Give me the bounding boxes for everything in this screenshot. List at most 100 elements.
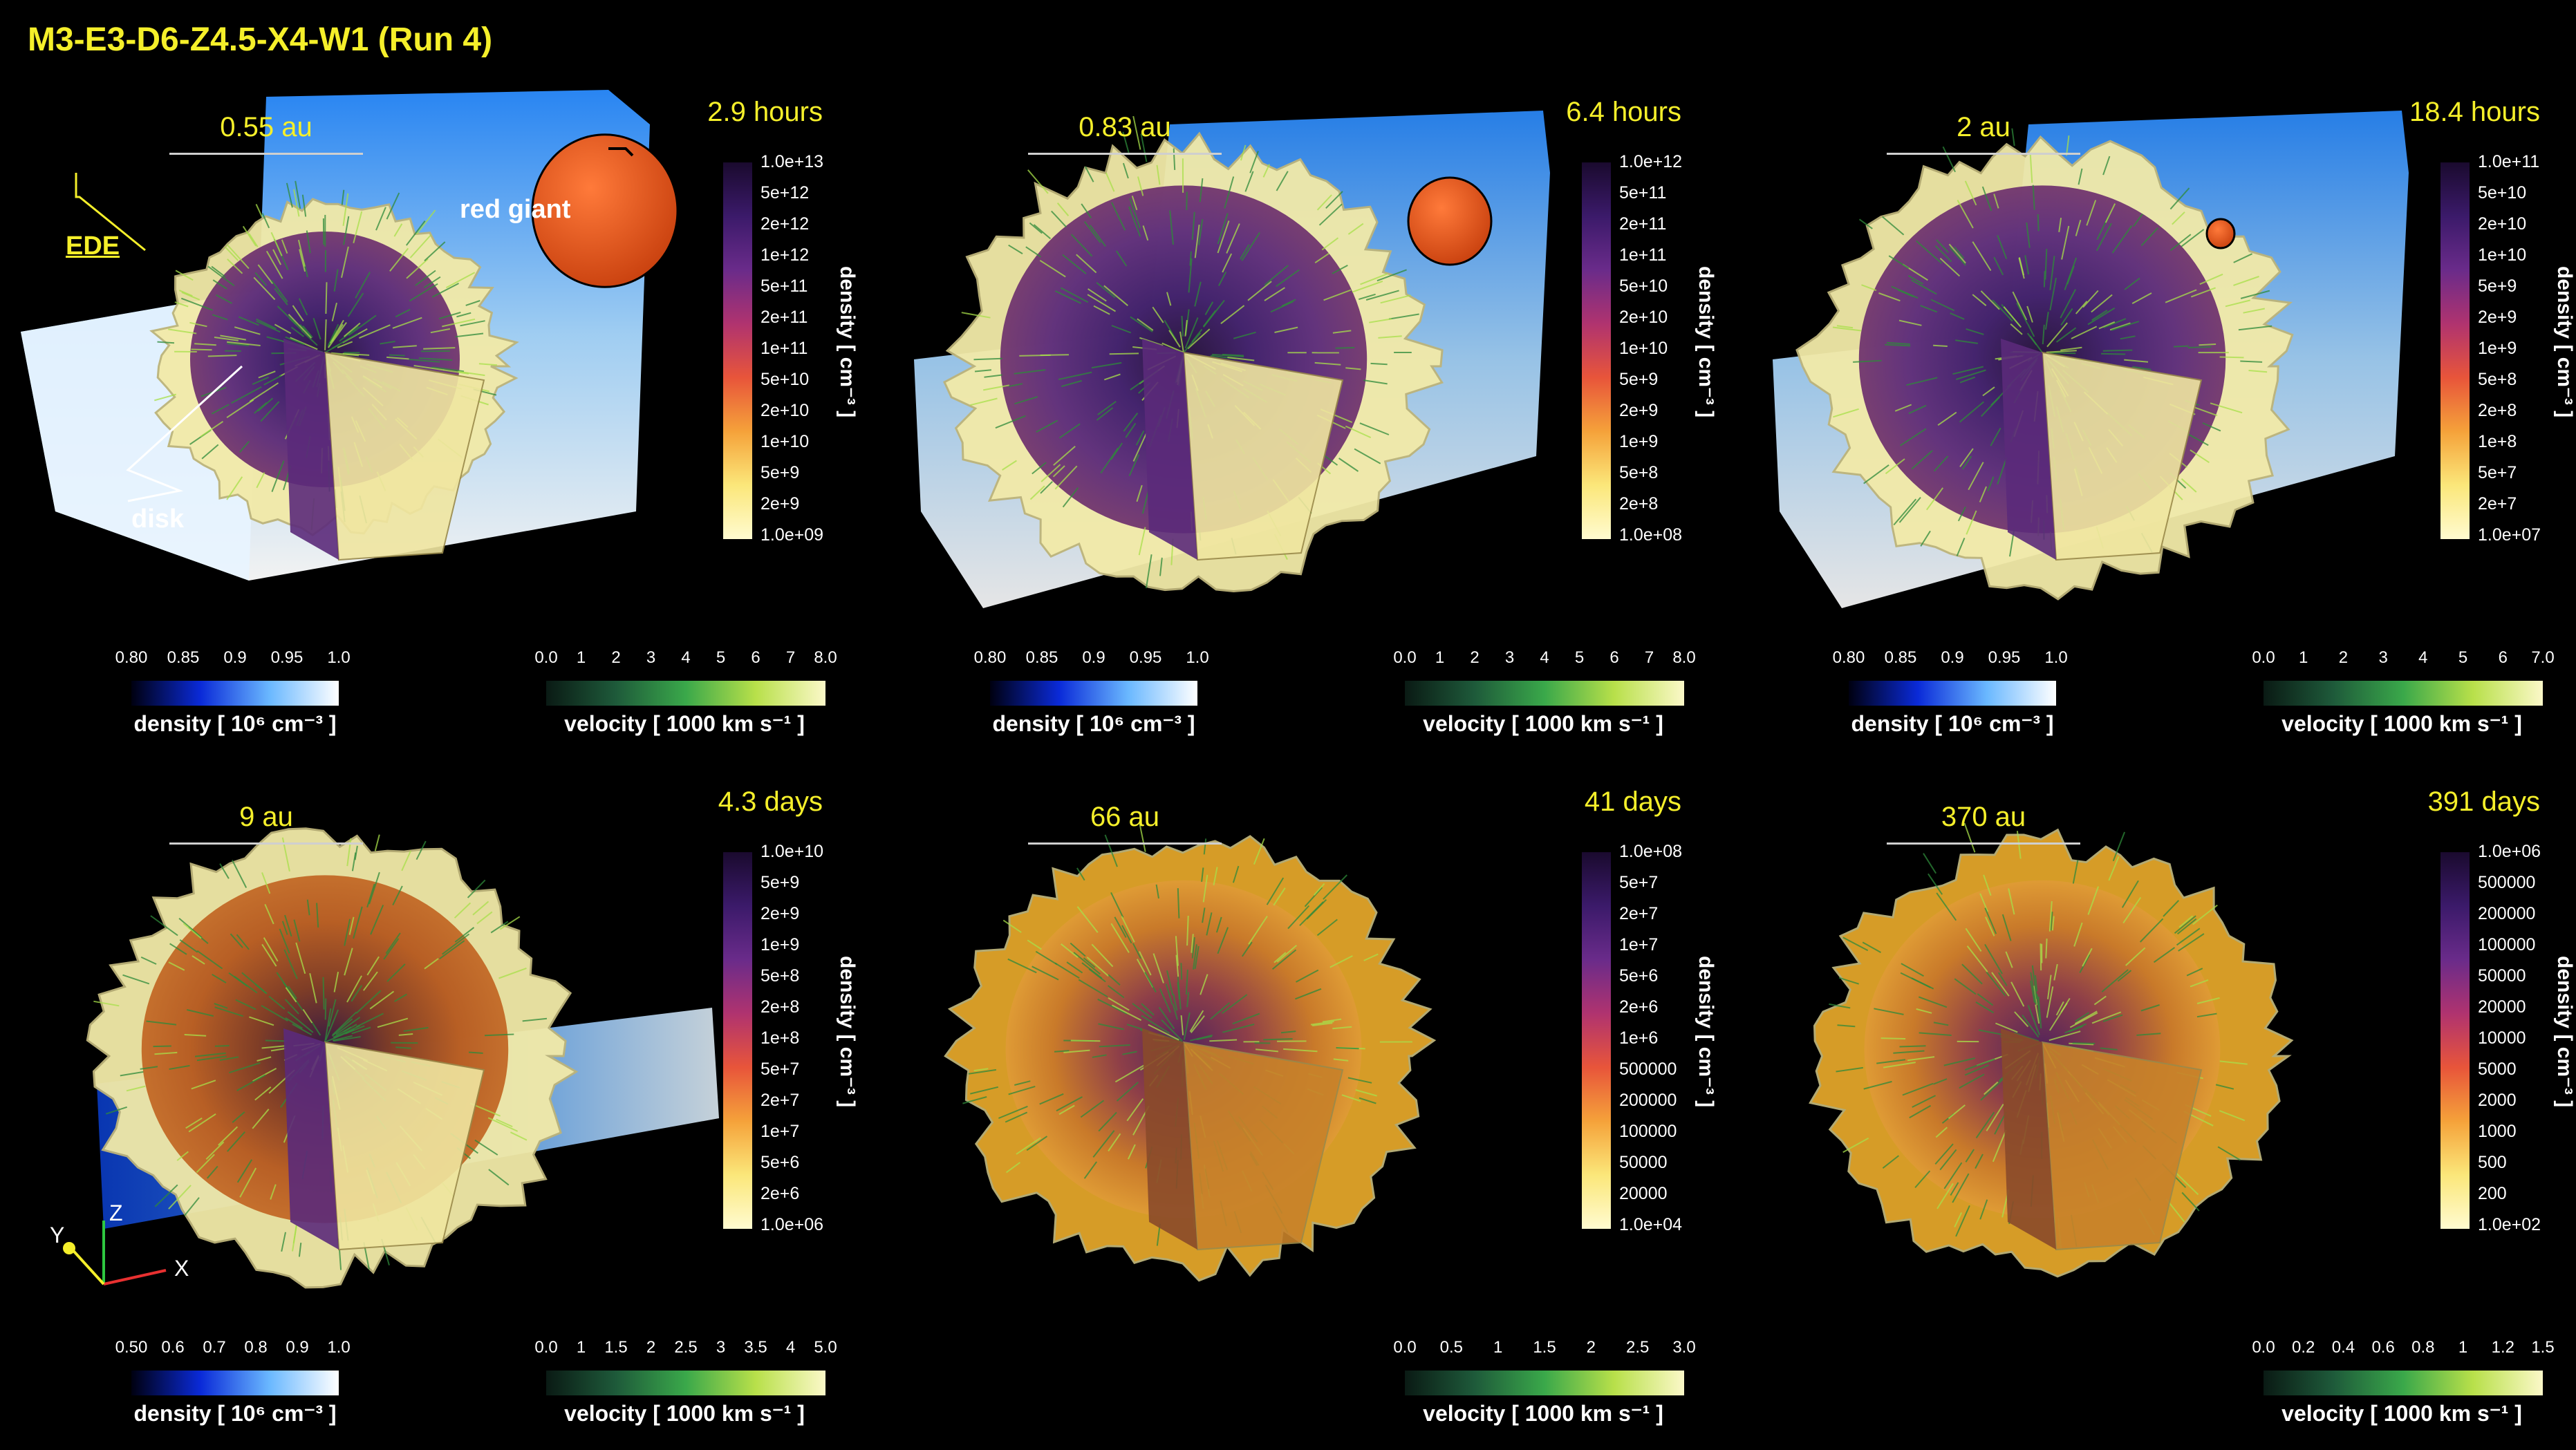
ede-density-colorbar (131, 681, 339, 706)
velocity-colorbar (2264, 681, 2543, 706)
density-tick-label: 2e+9 (1619, 401, 1658, 421)
density-colorbar (2440, 852, 2470, 1229)
density-tick-label: 1.0e+08 (1619, 525, 1682, 545)
density-tick-label: 1.0e+02 (2478, 1215, 2541, 1235)
red-giant-star (1408, 178, 1491, 265)
axis-label-x: X (174, 1256, 189, 1281)
velocity-title: velocity [ 1000 km s⁻¹ ] (1398, 1400, 1688, 1427)
density-colorbar (723, 852, 752, 1229)
velocity-tick-label: 2 (1470, 648, 1479, 668)
density-tick-label: 100000 (2478, 935, 2535, 955)
velocity-tick-label: 6 (2499, 648, 2508, 668)
velocity-title: velocity [ 1000 km s⁻¹ ] (2257, 710, 2547, 737)
density-tick-label: 5e+10 (2478, 183, 2526, 203)
scale-bar (169, 842, 363, 845)
density-colorbar (2440, 162, 2470, 539)
velocity-vector (1881, 1038, 1906, 1039)
velocity-tick-label: 0.4 (2332, 1338, 2355, 1357)
velocity-title: velocity [ 1000 km s⁻¹ ] (1398, 710, 1688, 737)
velocity-title: velocity [ 1000 km s⁻¹ ] (2257, 1400, 2547, 1427)
density-tick-label: 2e+8 (760, 997, 799, 1017)
velocity-vector (1943, 147, 1956, 172)
velocity-vector (389, 355, 405, 356)
ede-tick-label: 0.9 (1082, 648, 1105, 668)
density-tick-label: 5e+7 (760, 1060, 799, 1080)
velocity-tick-label: 1.2 (2492, 1338, 2514, 1357)
velocity-tick-label: 4 (681, 648, 690, 668)
density-colorbar (723, 162, 752, 539)
velocity-tick-label: 1 (1493, 1338, 1502, 1357)
ede-tick-label: 1.0 (2044, 648, 2067, 668)
velocity-vector (2101, 354, 2125, 355)
density-tick-label: 2000 (2478, 1091, 2517, 1111)
density-tick-label: 2e+6 (760, 1184, 799, 1204)
density-tick-label: 1.0e+06 (760, 1215, 823, 1235)
density-tick-label: 5e+10 (760, 370, 809, 390)
scale-bar (1887, 842, 2080, 845)
velocity-vector (2174, 346, 2189, 347)
ede-density-title: density [ 10⁶ cm⁻³ ] (1814, 710, 2091, 737)
density-tick-label: 1e+9 (760, 935, 799, 955)
velocity-vector (256, 204, 263, 217)
velocity-vector (375, 835, 380, 851)
velocity-tick-label: 5 (716, 648, 725, 668)
density-tick-label: 200000 (2478, 904, 2535, 924)
density-tick-label: 500 (2478, 1153, 2507, 1173)
density-tick-label: 1.0e+13 (760, 152, 823, 172)
velocity-tick-label: 3 (716, 1338, 725, 1357)
density-tick-label: 5e+7 (2478, 463, 2517, 483)
ede-tick-label: 0.7 (203, 1338, 225, 1357)
velocity-tick-label: 0.5 (1440, 1338, 1463, 1357)
velocity-tick-label: 0.0 (2252, 1338, 2275, 1357)
density-tick-label: 2e+9 (2478, 308, 2517, 328)
velocity-tick-label: 3.5 (744, 1338, 767, 1357)
density-tick-label: 5e+9 (1619, 370, 1658, 390)
density-tick-label: 2e+6 (1619, 997, 1658, 1017)
ede-density-title: density [ 10⁶ cm⁻³ ] (955, 710, 1232, 737)
velocity-tick-label: 3 (2378, 648, 2387, 668)
density-tick-label: 20000 (1619, 1184, 1668, 1204)
red-giant-star (2207, 219, 2234, 248)
scale-label: 0.55 au (162, 112, 370, 143)
ede-tick-label: 0.85 (1885, 648, 1917, 668)
ede-tick-label: 0.50 (115, 1338, 148, 1357)
density-tick-label: 2e+10 (1619, 308, 1668, 328)
velocity-tick-label: 0.0 (1393, 1338, 1416, 1357)
ede-tick-label: 0.6 (161, 1338, 184, 1357)
ede-density-colorbar (990, 681, 1197, 706)
scale-bar (1887, 153, 2080, 155)
velocity-tick-label: 6 (1609, 648, 1618, 668)
density-tick-label: 5e+10 (1619, 276, 1668, 296)
velocity-tick-label: 1.5 (1533, 1338, 1556, 1357)
ede-tick-label: 0.9 (1941, 648, 1963, 668)
density-tick-label: 2e+12 (760, 214, 809, 234)
velocity-tick-label: 1 (577, 648, 586, 668)
velocity-vector (1110, 353, 1139, 354)
velocity-tick-label: 8.0 (1672, 648, 1695, 668)
velocity-tick-label: 0.0 (534, 1338, 557, 1357)
density-tick-label: 1.0e+07 (2478, 525, 2541, 545)
velocity-tick-label: 2.5 (1626, 1338, 1649, 1357)
velocity-tick-label: 3 (1505, 648, 1514, 668)
ede-tick-label: 0.80 (1833, 648, 1865, 668)
ede-tick-label: 0.95 (1988, 648, 2021, 668)
velocity-vector (2041, 943, 2042, 970)
density-tick-label: 1e+7 (1619, 935, 1658, 955)
density-tick-label: 5e+6 (760, 1153, 799, 1173)
velocity-tick-label: 1 (2299, 648, 2308, 668)
time-label: 391 days (2312, 787, 2540, 818)
density-tick-label: 1.0e+04 (1619, 1215, 1682, 1235)
velocity-tick-label: 2 (2339, 648, 2348, 668)
density-tick-label: 5e+12 (760, 183, 809, 203)
density-tick-label: 100000 (1619, 1122, 1677, 1142)
density-tick-label: 20000 (2478, 997, 2526, 1017)
velocity-tick-label: 0.0 (1393, 648, 1416, 668)
density-tick-label: 2e+7 (760, 1091, 799, 1111)
